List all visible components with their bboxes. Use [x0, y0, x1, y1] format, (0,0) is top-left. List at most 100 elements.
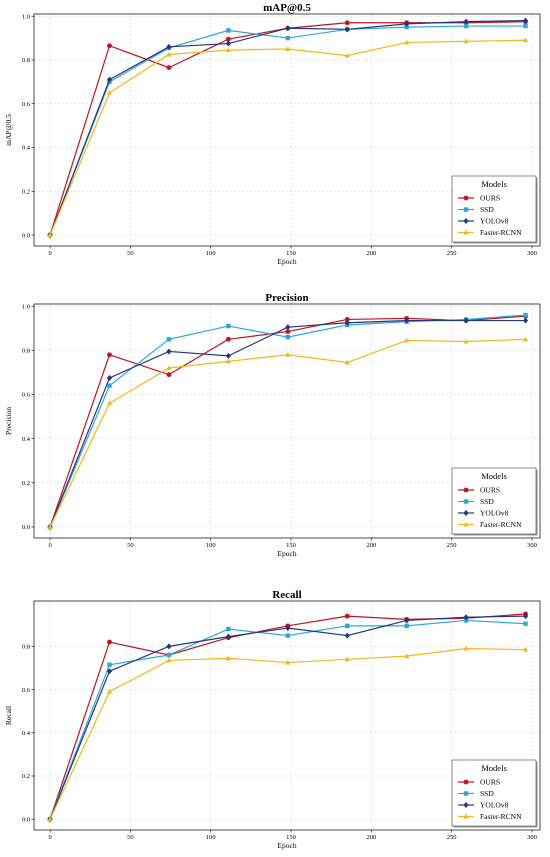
legend-marker-ssd: [463, 791, 469, 796]
chart-map-0-5: 0 50 100 150 200 250 300 0.0 0.2 0.4 0.6 0.8 1.0 mAP@…: [4, 2, 541, 266]
series-yolov8: [47, 317, 529, 530]
data-point-faster-rcnn: [463, 38, 469, 44]
data-point-faster-rcnn: [47, 232, 53, 238]
data-point-ssd: [463, 618, 469, 623]
data-point-faster-rcnn: [225, 358, 231, 364]
series-faster-rcnn: [47, 645, 529, 822]
data-point-faster-rcnn: [225, 655, 231, 661]
y-tick-label: 0.4: [22, 436, 31, 443]
y-axis-label: Recall: [4, 706, 13, 725]
plot-frame: [33, 600, 541, 831]
legend-marker-ssd: [463, 207, 469, 212]
legend: Models OURS SSD YOLOv8 Faster-RCNN: [451, 759, 538, 828]
data-point-faster-rcnn: [47, 816, 53, 822]
plot-frame: [33, 303, 541, 539]
y-tick-label: 0.8: [22, 348, 30, 355]
x-tick-label: 50: [127, 834, 134, 841]
data-point-ssd: [166, 337, 172, 342]
data-point-faster-rcnn: [344, 656, 350, 662]
plot-frame: [33, 13, 541, 247]
chart-title: mAP@0.5: [263, 2, 311, 14]
y-axis-label: mAP@0.5: [4, 114, 13, 146]
x-tick-label: 0: [48, 542, 51, 549]
data-point-ssd: [523, 23, 528, 29]
legend-label-faster-rcnn: Faster-RCNN: [480, 228, 522, 237]
legend-marker-yolov8: [463, 510, 469, 516]
data-point-yolov8: [404, 20, 410, 27]
data-point-faster-rcnn: [344, 52, 350, 58]
legend-label-yolov8: YOLOv8: [480, 509, 509, 518]
data-point-faster-rcnn: [285, 351, 291, 357]
y-tick-label: 0.0: [22, 816, 30, 823]
y-tick-label: 1.0: [22, 13, 30, 20]
data-point-yolov8: [225, 633, 231, 640]
data-point-faster-rcnn: [344, 359, 350, 365]
y-tick-label: 0.0: [22, 232, 30, 239]
legend-marker-faster-rcnn: [463, 521, 469, 527]
data-point-ours: [107, 352, 112, 358]
data-point-ssd: [226, 626, 231, 632]
data-point-ours: [166, 372, 172, 378]
data-point-ours: [225, 36, 231, 42]
x-tick-label: 300: [527, 542, 537, 549]
series-yolov8: [47, 613, 529, 823]
y-tick-label: 0.8: [22, 57, 30, 64]
data-point-yolov8: [166, 348, 172, 355]
data-point-faster-rcnn: [404, 653, 410, 659]
legend-marker-faster-rcnn: [463, 813, 469, 819]
data-point-faster-rcnn: [166, 365, 172, 371]
legend-label-ssd: SSD: [480, 789, 494, 798]
data-point-ours: [107, 43, 112, 49]
legend-label-yolov8: YOLOv8: [480, 217, 509, 226]
y-tick-label: 1.0: [22, 303, 30, 310]
data-point-faster-rcnn: [522, 336, 529, 342]
x-tick-label: 50: [127, 542, 134, 549]
data-point-yolov8: [344, 319, 350, 326]
x-tick-label: 200: [366, 542, 376, 549]
y-tick-label: 0.6: [22, 687, 31, 694]
data-point-yolov8: [522, 17, 529, 24]
data-point-yolov8: [285, 25, 291, 32]
y-tick-label: 0.6: [22, 392, 31, 399]
legend-marker-ours: [463, 779, 469, 785]
legend-title: Models: [481, 179, 507, 189]
legend-marker-ssd: [463, 499, 469, 504]
series-faster-rcnn: [47, 37, 529, 238]
data-point-faster-rcnn: [404, 337, 410, 343]
data-point-yolov8: [106, 374, 113, 381]
data-point-faster-rcnn: [166, 657, 172, 663]
y-tick-label: 0.8: [22, 644, 30, 651]
data-point-yolov8: [225, 352, 231, 359]
data-point-ssd: [345, 623, 350, 629]
data-point-yolov8: [404, 317, 410, 324]
data-point-faster-rcnn: [404, 39, 410, 45]
data-point-ssd: [404, 623, 409, 629]
x-tick-label: 250: [447, 834, 457, 841]
series-faster-rcnn: [47, 336, 529, 529]
x-tick-label: 200: [366, 834, 376, 841]
data-point-yolov8: [166, 643, 172, 650]
data-point-ours: [166, 65, 172, 71]
data-point-ssd: [285, 334, 291, 340]
data-point-ours: [344, 613, 350, 619]
x-tick-label: 200: [366, 250, 376, 257]
data-point-yolov8: [522, 317, 529, 324]
data-point-yolov8: [344, 26, 350, 33]
legend-marker-ours: [463, 195, 469, 201]
data-point-yolov8: [285, 625, 291, 632]
data-point-ssd: [107, 662, 112, 667]
legend-marker-faster-rcnn: [463, 229, 469, 235]
data-point-yolov8: [225, 40, 231, 47]
data-point-ours: [285, 329, 291, 334]
legend-marker-yolov8: [463, 802, 469, 808]
data-point-faster-rcnn: [285, 46, 291, 52]
chart-title: Precision: [265, 292, 308, 304]
x-tick-label: 50: [127, 250, 134, 257]
data-point-ssd: [226, 323, 231, 329]
data-point-ssd: [463, 23, 469, 29]
series-ssd: [47, 618, 528, 822]
data-point-ssd: [523, 621, 528, 626]
data-point-faster-rcnn: [166, 51, 172, 57]
legend-title: Models: [481, 471, 507, 481]
data-point-ssd: [523, 312, 528, 318]
